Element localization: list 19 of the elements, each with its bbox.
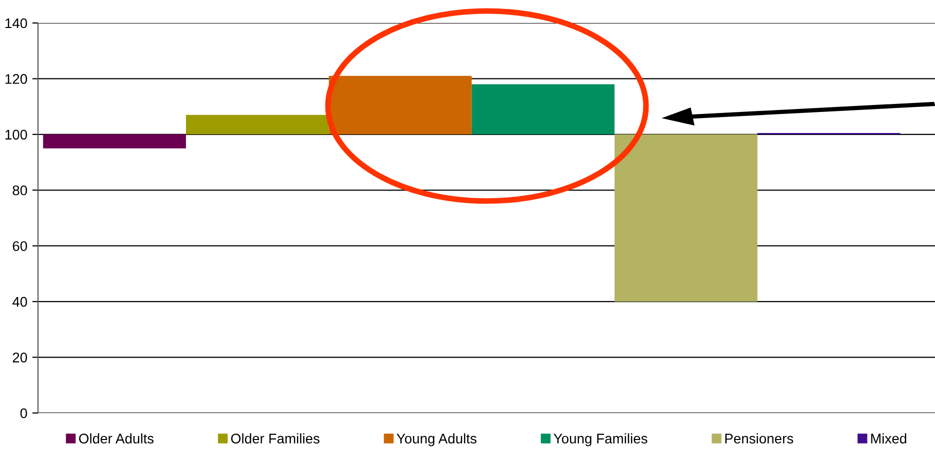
y-tick-label: 40 [12,296,28,307]
y-tick-label: 0 [20,408,28,418]
y-tick-label: 120 [5,74,28,84]
bar [328,76,472,134]
y-tick-label: 140 [5,18,28,28]
y-tick-label: 20 [12,352,28,362]
legend-label: Mixed [871,433,906,444]
legend-label: Older Adults [79,433,154,444]
bar [186,114,329,134]
y-tick-label: 100 [5,130,28,140]
legend-label: Young Families [554,433,648,446]
bar [43,134,186,148]
y-tick-label: 60 [12,241,28,252]
legend-label: Young Adults [396,433,476,446]
bar [614,134,758,302]
legend-label: Older Families [231,433,320,444]
bar [472,84,615,134]
y-tick-label: 80 [12,185,28,196]
legend-label: Pensioners [725,433,794,444]
